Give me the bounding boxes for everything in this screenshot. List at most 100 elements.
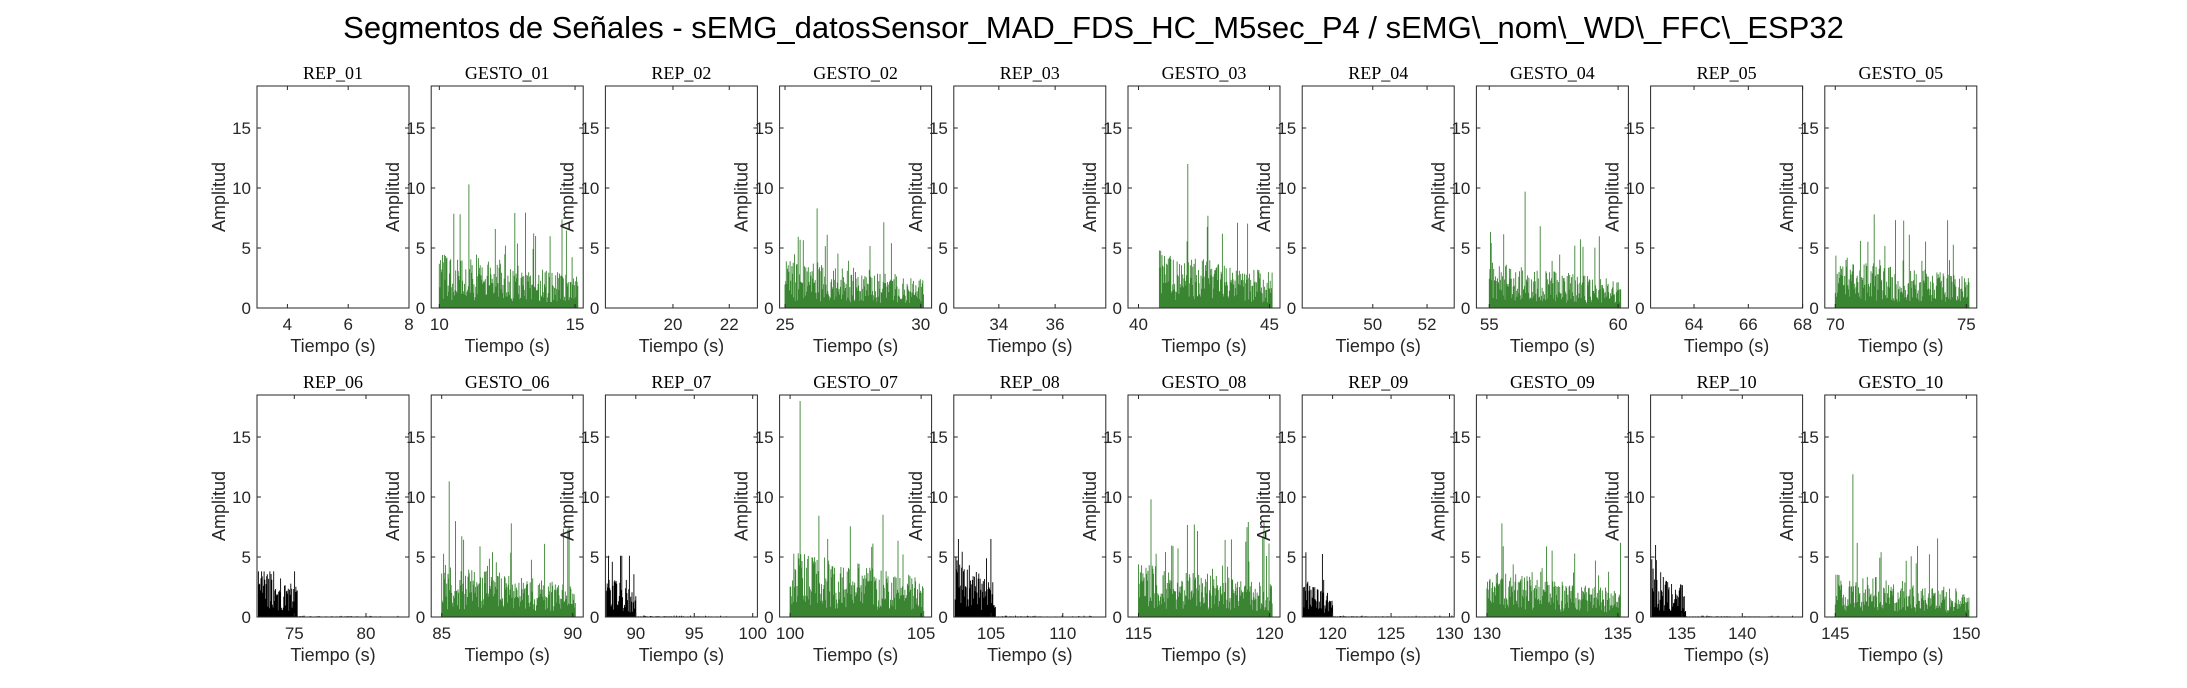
y-axis-label: Amplitud [1603, 471, 1623, 541]
y-axis-label: Amplitud [557, 162, 577, 232]
y-tick-label: 5 [590, 239, 599, 258]
x-tick-label: 100 [739, 624, 767, 643]
x-tick-label: 10 [430, 315, 449, 334]
axes-box [1475, 85, 1629, 309]
y-tick-label: 10 [580, 179, 599, 198]
y-tick-label: 10 [580, 488, 599, 507]
y-tick-label: 5 [242, 239, 251, 258]
subplot-title: GESTO_10 [1858, 372, 1943, 392]
y-tick-label: 5 [938, 239, 947, 258]
y-tick-label: 15 [406, 119, 425, 138]
y-tick-label: 0 [938, 299, 947, 318]
y-tick-label: 5 [1113, 548, 1122, 567]
signal-bars [954, 539, 996, 617]
x-tick-label: 120 [1255, 624, 1283, 643]
y-tick-label: 0 [938, 608, 947, 627]
x-axis-label: Tiempo (s) [1336, 645, 1421, 665]
subplot-gesto-03: 0 5 10 15 40 45 GESTO_03 Tiempo (s) Amplitud [1080, 63, 1281, 356]
y-tick-label: 15 [1277, 119, 1296, 138]
x-tick-label: 130 [1435, 624, 1463, 643]
signal-bars [1488, 191, 1622, 308]
subplot-title: GESTO_02 [813, 63, 898, 83]
y-tick-label: 15 [1800, 119, 1819, 138]
y-tick-label: 5 [1113, 239, 1122, 258]
y-tick-label: 0 [764, 299, 773, 318]
x-tick-label: 115 [1125, 624, 1152, 643]
x-tick-label: 100 [776, 624, 804, 643]
subplot-title: GESTO_03 [1162, 63, 1247, 83]
y-tick-label: 5 [1809, 239, 1818, 258]
axes-box [953, 394, 1107, 618]
x-axis-label: Tiempo (s) [1161, 645, 1246, 665]
y-tick-label: 15 [1451, 119, 1470, 138]
x-tick-label: 52 [1418, 315, 1437, 334]
y-tick-label: 15 [929, 428, 948, 447]
subplot-rep-09: 0 5 10 15 120 125 130 REP_09 Tiempo (s) Amplitud [1254, 372, 1464, 665]
y-tick-label: 10 [755, 488, 774, 507]
x-axis-label: Tiempo (s) [639, 645, 724, 665]
y-axis-label: Amplitud [209, 162, 229, 232]
subplot-rep-03: 0 5 10 15 34 36 REP_03 Tiempo (s) Amplitud [906, 63, 1107, 356]
y-tick-label: 10 [929, 488, 948, 507]
x-tick-label: 135 [1604, 624, 1632, 643]
axes-box [1127, 85, 1281, 309]
x-axis-label: Tiempo (s) [1161, 336, 1246, 356]
x-tick-label: 125 [1377, 624, 1405, 643]
y-tick-label: 0 [1287, 608, 1296, 627]
subplot-title: REP_09 [1348, 372, 1408, 392]
signal-bars [1486, 523, 1621, 617]
x-tick-label: 105 [977, 624, 1005, 643]
x-axis-label: Tiempo (s) [1684, 336, 1769, 356]
x-tick-label: 64 [1685, 315, 1704, 334]
signal-bars [1834, 474, 1970, 617]
y-tick-label: 15 [755, 428, 774, 447]
x-axis-label: Tiempo (s) [1684, 645, 1769, 665]
x-axis-label: Tiempo (s) [465, 645, 550, 665]
y-tick-label: 0 [590, 608, 599, 627]
subplot-title: GESTO_05 [1858, 63, 1943, 83]
y-tick-label: 10 [1103, 488, 1122, 507]
y-tick-label: 5 [1635, 239, 1644, 258]
subplot-title: REP_03 [1000, 63, 1060, 83]
subplot-rep-05: 0 5 10 15 64 66 68 REP_05 Tiempo (s) Amplitud [1603, 63, 1812, 356]
subplot-title: REP_06 [303, 372, 363, 392]
y-tick-label: 0 [1113, 299, 1122, 318]
figure-title: Segmentos de Señales - sEMG_datosSensor_… [343, 10, 1844, 45]
x-tick-label: 105 [907, 624, 935, 643]
subplot-gesto-01: 0 5 10 15 10 15 GESTO_01 Tiempo (s) Amplitud [383, 63, 584, 356]
subplot-gesto-10: 0 5 10 15 145 150 GESTO_10 Tiempo (s) Amplitud [1777, 372, 1981, 665]
x-axis-label: Tiempo (s) [290, 645, 375, 665]
y-tick-label: 15 [1451, 428, 1470, 447]
x-axis-label: Tiempo (s) [290, 336, 375, 356]
axes-box [1650, 394, 1804, 618]
y-tick-label: 10 [1451, 488, 1470, 507]
y-tick-label: 0 [416, 608, 425, 627]
subplot-gesto-06: 0 5 10 15 85 90 GESTO_06 Tiempo (s) Amplitud [383, 372, 584, 665]
y-tick-label: 15 [232, 119, 251, 138]
subplot-title: GESTO_07 [813, 372, 898, 392]
y-tick-label: 15 [755, 119, 774, 138]
axes-box [256, 394, 410, 618]
y-tick-label: 5 [1635, 548, 1644, 567]
y-tick-label: 0 [242, 608, 251, 627]
y-tick-label: 15 [406, 428, 425, 447]
x-tick-label: 110 [1049, 624, 1076, 643]
y-tick-label: 0 [1635, 299, 1644, 318]
subplot-title: GESTO_09 [1510, 372, 1595, 392]
y-axis-label: Amplitud [209, 471, 229, 541]
x-tick-label: 50 [1363, 315, 1382, 334]
subplot-title: REP_05 [1697, 63, 1757, 83]
subplot-title: REP_02 [651, 63, 711, 83]
y-tick-label: 15 [1626, 428, 1645, 447]
axes-box [1475, 394, 1629, 618]
y-tick-label: 0 [590, 299, 599, 318]
x-axis-label: Tiempo (s) [639, 336, 724, 356]
subplot-title: REP_07 [651, 372, 711, 392]
y-axis-label: Amplitud [1777, 162, 1797, 232]
subplot-title: REP_08 [1000, 372, 1060, 392]
axes-box [1301, 85, 1455, 309]
axes-box [779, 394, 933, 618]
subplot-rep-10: 0 5 10 15 135 140 REP_10 Tiempo (s) Amplitud [1603, 372, 1804, 665]
y-tick-label: 0 [416, 299, 425, 318]
y-tick-label: 15 [232, 428, 251, 447]
